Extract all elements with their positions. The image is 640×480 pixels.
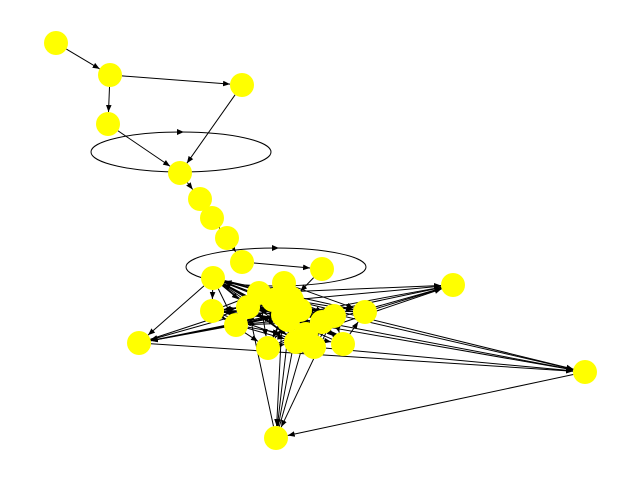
edge-n27-n28 <box>150 343 574 374</box>
node-n4 <box>230 73 254 97</box>
edge-n28-n29 <box>287 374 574 437</box>
node-n6 <box>188 187 212 211</box>
node-n29 <box>264 426 288 450</box>
self-loop-arrow-n5 <box>177 129 184 135</box>
edge-n20-n21 <box>276 343 285 349</box>
edge-n22-n28 <box>325 347 574 374</box>
node-n32 <box>288 298 312 322</box>
edge-n12-n14 <box>217 288 232 315</box>
node-n34 <box>236 295 260 319</box>
edge-n29-n34 <box>249 318 274 427</box>
node-n26 <box>441 273 465 297</box>
edge-n26-n33 <box>333 287 442 320</box>
node-n8 <box>215 226 239 250</box>
nodes-layer <box>44 31 597 450</box>
edge-n27-n32 <box>150 311 289 342</box>
node-n14 <box>224 313 248 337</box>
node-n10 <box>310 257 334 281</box>
node-n25 <box>353 300 377 324</box>
node-n20 <box>256 336 280 360</box>
edge-n17-n25 <box>295 286 354 309</box>
edge-n13-n34 <box>223 306 237 312</box>
edge-n12-n27 <box>147 285 205 336</box>
edge-n11-n28 <box>303 302 574 371</box>
node-n24 <box>331 332 355 356</box>
node-n27 <box>127 331 151 355</box>
node-n7 <box>200 206 224 230</box>
edge-n1-n2 <box>66 48 100 70</box>
node-n12 <box>201 266 225 290</box>
edge-n7-n8 <box>213 221 221 229</box>
node-n9 <box>230 250 254 274</box>
edge-n5-n6 <box>186 182 194 190</box>
node-n13 <box>200 299 224 323</box>
edge-n20-n31 <box>274 329 282 339</box>
edge-n24-n33 <box>329 330 338 338</box>
edge-n29-n30 <box>278 345 304 427</box>
edge-n11-n26 <box>303 283 442 300</box>
edge-n2-n4 <box>121 75 231 87</box>
node-n3 <box>96 112 120 136</box>
edge-n3-n5 <box>117 130 171 167</box>
edge-n4-n5 <box>186 94 236 164</box>
edge-n2-n3 <box>105 86 112 113</box>
edge-n13-n14 <box>218 313 226 320</box>
self-loop-arrow-n10 <box>272 245 279 251</box>
edge-n25-n26 <box>376 287 442 309</box>
node-n28 <box>573 360 597 384</box>
node-n33 <box>310 310 334 334</box>
node-n5 <box>168 161 192 185</box>
node-n2 <box>98 63 122 87</box>
edge-n9-n10 <box>253 262 311 271</box>
edge-n28-n31 <box>299 320 574 371</box>
edge-n28-n33 <box>333 322 574 371</box>
node-n1 <box>44 31 68 55</box>
